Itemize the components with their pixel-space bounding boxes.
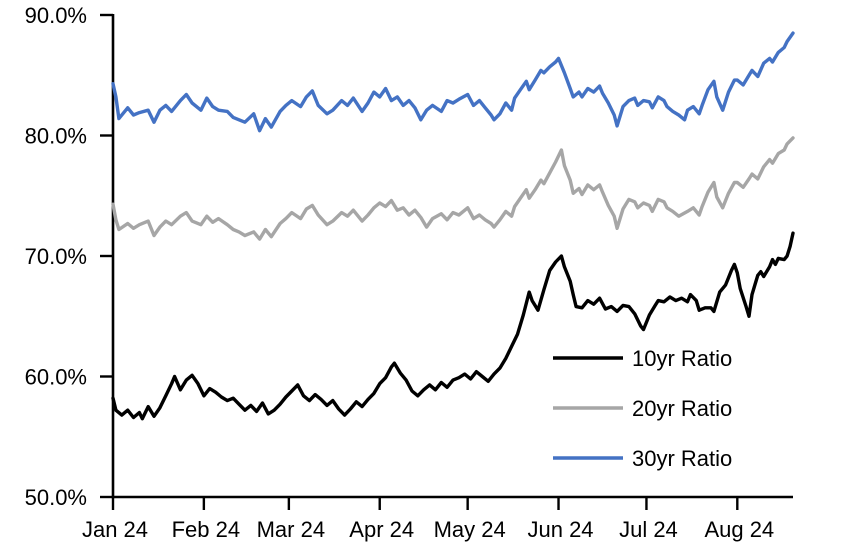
y-tick-label: 90.0% bbox=[25, 3, 87, 28]
y-tick-label: 60.0% bbox=[25, 365, 87, 390]
x-tick-label: Jun 24 bbox=[527, 517, 593, 542]
x-tick-label: Feb 24 bbox=[172, 517, 241, 542]
legend-label-30yr-ratio: 30yr Ratio bbox=[632, 446, 732, 471]
legend-label-10yr-ratio: 10yr Ratio bbox=[632, 346, 732, 371]
y-tick-label: 50.0% bbox=[25, 485, 87, 510]
series-line-10yr-ratio bbox=[111, 231, 795, 421]
x-tick-label: Jan 24 bbox=[82, 517, 148, 542]
series-line-20yr-ratio bbox=[111, 136, 795, 241]
x-tick-label: Apr 24 bbox=[349, 517, 414, 542]
y-tick-label: 80.0% bbox=[25, 124, 87, 149]
series-line-30yr-ratio bbox=[111, 31, 795, 133]
y-tick-label: 70.0% bbox=[25, 244, 87, 269]
x-tick-label: Aug 24 bbox=[704, 517, 774, 542]
legend-label-20yr-ratio: 20yr Ratio bbox=[632, 396, 732, 421]
x-tick-label: May 24 bbox=[434, 517, 506, 542]
x-tick-label: Jul 24 bbox=[619, 517, 678, 542]
x-tick-label: Mar 24 bbox=[257, 517, 325, 542]
